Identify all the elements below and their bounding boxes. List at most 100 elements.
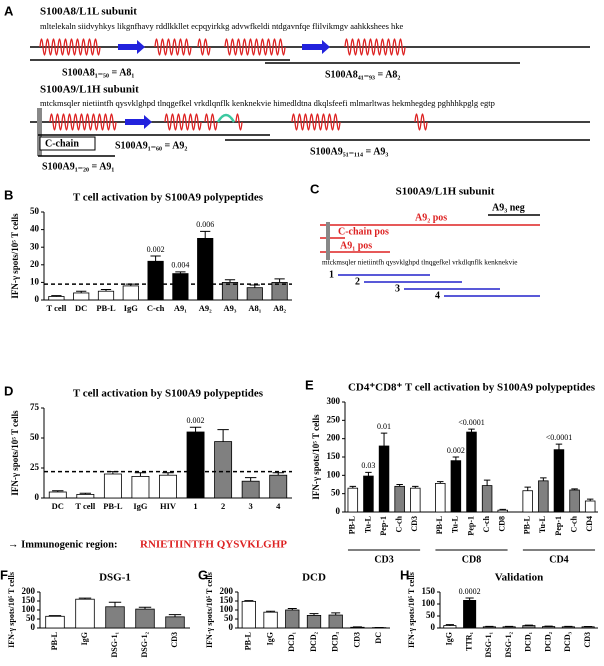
y-tick-label: 20 <box>30 259 40 269</box>
bar <box>482 486 492 512</box>
bar <box>503 627 515 628</box>
y-tick-label: 50 <box>30 206 40 216</box>
x-tick-label: DCD₂ <box>543 631 552 651</box>
x-tick-label: Tu-L <box>538 516 547 533</box>
bar <box>148 261 163 300</box>
c-chain-marker <box>326 222 330 260</box>
helix <box>155 39 191 55</box>
y-tick-label: 300 <box>327 396 341 406</box>
x-tick-label: A9₁ <box>174 303 187 313</box>
y-tick-label: 50 <box>26 613 36 623</box>
bar <box>286 610 299 628</box>
x-tick-label: Pep-1 <box>554 516 563 536</box>
p-value: 0.03 <box>361 461 375 470</box>
bar <box>464 600 476 628</box>
y-tick-label: 0 <box>229 622 234 632</box>
loop <box>218 115 234 122</box>
x-tick-label: IgG <box>445 632 454 645</box>
y-tick-label: 200 <box>22 586 36 596</box>
error-bar <box>200 231 210 238</box>
p-value: 0.002 <box>447 446 465 455</box>
peptide-number: 3 <box>395 283 400 294</box>
panel-letter: C <box>310 181 320 196</box>
x-tick-label: C-ch <box>569 515 578 532</box>
bar <box>483 627 495 628</box>
x-tick-label: 4 <box>276 501 281 511</box>
fragment-label: S100A8₁₋₅₀ = A8₁ <box>62 67 134 78</box>
x-tick-label: DSG-1₂ <box>504 631 513 657</box>
helix <box>40 39 100 55</box>
fragment-label: C-chain pos <box>338 226 389 237</box>
x-tick-label: A9₂ <box>199 303 212 313</box>
bar <box>46 616 65 628</box>
y-tick-label: 25 <box>30 462 40 472</box>
bar <box>98 291 113 300</box>
x-tick-label: IgG <box>133 501 148 511</box>
y-tick-label: 150 <box>327 451 341 461</box>
bar <box>307 615 320 628</box>
helix <box>225 39 285 55</box>
error-bar <box>365 472 371 476</box>
y-tick-label: 150 <box>220 595 234 605</box>
peptide-number: 2 <box>355 276 360 287</box>
x-tick-label: DCD₁ <box>287 631 296 651</box>
x-tick-label: A9₃ <box>224 303 237 313</box>
chart-title: T cell activation by S100A9 polypeptides <box>73 388 264 400</box>
y-tick-label: 0 <box>31 622 36 632</box>
fragment-label: A9₃ neg <box>492 202 525 213</box>
x-tick-label: Pep-1 <box>379 516 388 536</box>
x-tick-label: Tu-L <box>363 516 372 533</box>
x-tick-label: DCD₃ <box>563 631 572 651</box>
y-axis-label: IFN-γ spots/10⁵ T cells <box>311 414 321 500</box>
y-tick-label: 100 <box>422 598 436 608</box>
x-tick-label: IgG <box>124 303 139 313</box>
bar <box>444 626 456 628</box>
bar <box>215 442 232 498</box>
x-tick-label: CD3 <box>583 632 592 648</box>
bar <box>410 488 420 512</box>
subunit-title: S100A9/L1H subunit <box>396 186 495 198</box>
bar <box>136 609 155 628</box>
bar <box>76 599 95 628</box>
y-tick-label: 50 <box>331 488 341 498</box>
p-value: 0.01 <box>377 422 391 431</box>
panel-letter: D <box>4 383 13 398</box>
y-tick-label: 50 <box>224 613 234 623</box>
x-tick-label: DC <box>75 303 87 313</box>
error-bar <box>556 444 562 450</box>
panel-letter: A <box>4 3 14 18</box>
p-value: 0.002 <box>147 245 165 254</box>
x-tick-label: PB-L <box>103 501 123 511</box>
x-tick-label: T cell <box>75 501 96 511</box>
bar <box>451 461 461 512</box>
y-tick-label: 150 <box>22 595 36 605</box>
p-value: 0.0002 <box>459 587 481 596</box>
x-tick-label: DC <box>52 501 64 511</box>
strand <box>302 40 330 54</box>
sequence: mtckmsqler nietiintfh qysvklghpd tlnqgef… <box>40 98 495 108</box>
x-tick-label: 3 <box>249 501 253 511</box>
x-tick-label: DC <box>374 632 383 644</box>
y-tick-label: 250 <box>327 414 341 424</box>
panel-letter: B <box>4 187 13 202</box>
sequence: mtckmsqler nietiintfh qysvklghpd tlnqgef… <box>322 259 517 267</box>
bar <box>543 627 555 628</box>
bar <box>395 486 405 512</box>
bar <box>222 282 237 300</box>
bar <box>379 446 389 512</box>
x-tick-label: DSG-1₁ <box>110 631 119 657</box>
bar <box>173 274 188 300</box>
chart-title: DCD <box>302 572 326 584</box>
error-bar <box>217 430 228 442</box>
x-tick-label: PB-L <box>348 516 357 534</box>
y-axis-label: IFN-γ spots/10⁵ T cells <box>205 572 214 648</box>
x-tick-label: CD8 <box>498 516 507 532</box>
chart-title: T cell activation by S100A9 polypeptides <box>73 192 264 204</box>
y-tick-label: 100 <box>22 604 36 614</box>
error-bar <box>381 433 387 446</box>
y-tick-label: 100 <box>327 469 341 479</box>
fragment-label: S100A8₄₁₋₉₃ = A8₂ <box>325 69 400 80</box>
group-label: CD3 <box>374 554 393 565</box>
y-tick-label: 0 <box>35 492 40 502</box>
bar <box>498 510 508 512</box>
